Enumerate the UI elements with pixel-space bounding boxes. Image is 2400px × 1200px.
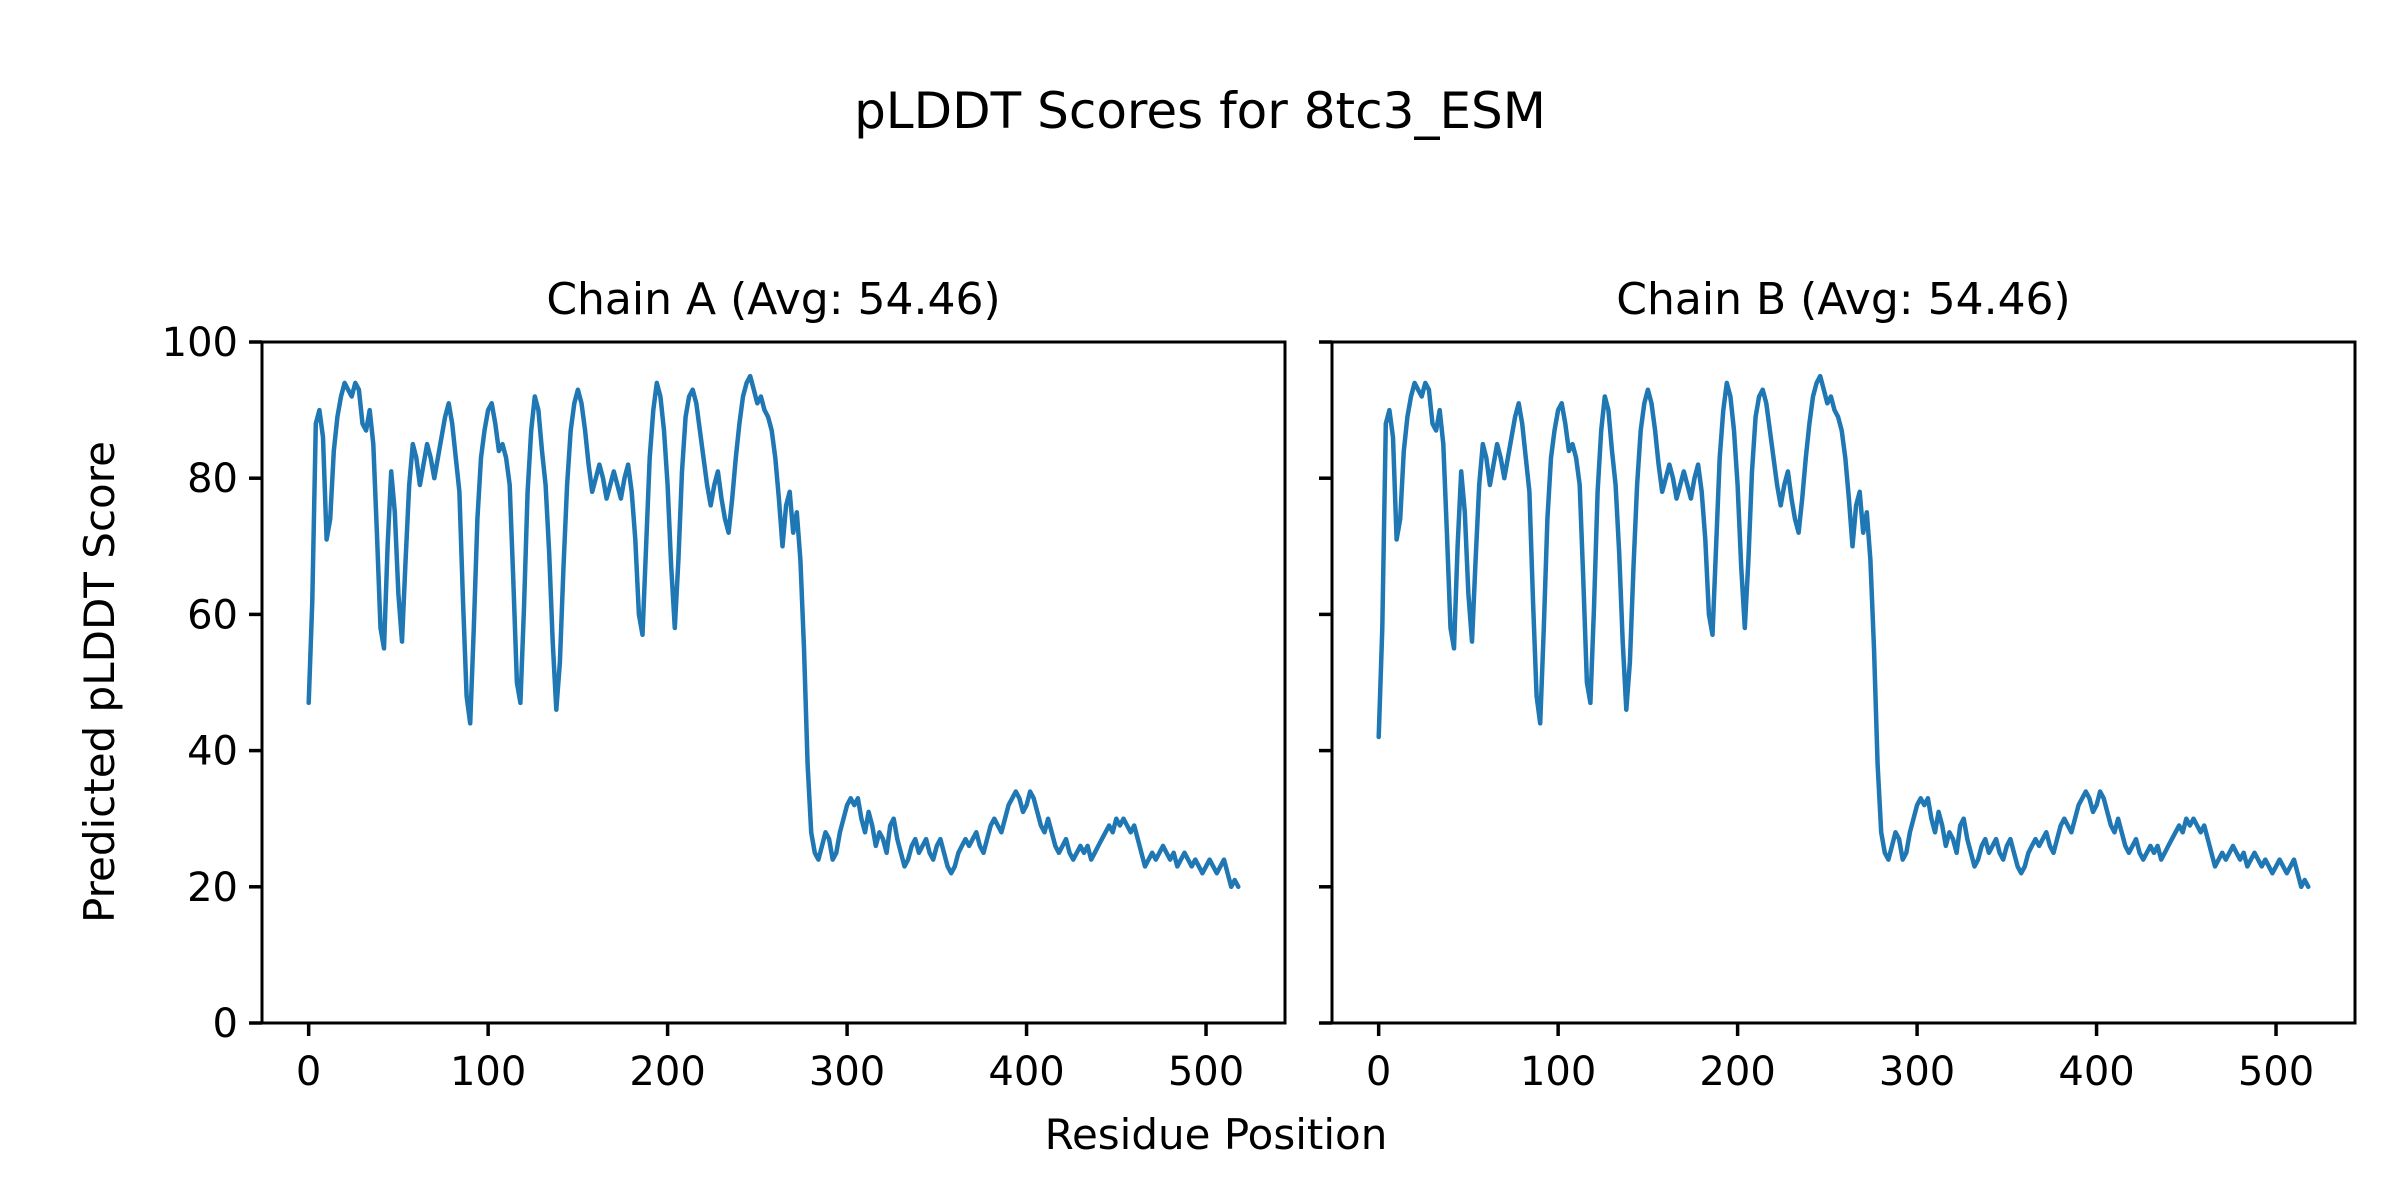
figure-title: pLDDT Scores for 8tc3_ESM — [854, 82, 1546, 140]
x-tick-label: 0 — [296, 1049, 321, 1095]
x-tick-label: 500 — [2238, 1049, 2314, 1095]
x-axis-label: Residue Position — [1044, 1110, 1388, 1159]
x-tick-label: 500 — [1168, 1049, 1244, 1095]
plddt-line-chain-b — [1376, 373, 2311, 890]
y-tick-label: 20 — [187, 865, 238, 911]
chain-a-plot-area: 0 100 200 300 400 500 0 20 40 60 80 100 — [162, 320, 1287, 1095]
x-tick-label: 100 — [450, 1049, 526, 1095]
y-tick-label: 60 — [187, 592, 238, 638]
x-tick-label: 400 — [2058, 1049, 2134, 1095]
y-tick-label: 100 — [162, 320, 238, 366]
x-tick-label: 200 — [1699, 1049, 1775, 1095]
x-tick-label: 300 — [1879, 1049, 1955, 1095]
y-tick-label: 80 — [187, 456, 238, 502]
y-tick-label: 0 — [213, 1001, 238, 1047]
x-tick-label: 200 — [629, 1049, 705, 1095]
x-tick-label: 100 — [1520, 1049, 1596, 1095]
x-tick-label: 0 — [1366, 1049, 1391, 1095]
axes-frame — [1330, 340, 2357, 1025]
x-tick-label: 400 — [988, 1049, 1064, 1095]
y-tick-label: 40 — [187, 729, 238, 775]
axes-frame — [260, 340, 1287, 1025]
x-tick-label: 300 — [809, 1049, 885, 1095]
chain-b-plot-area: 0 100 200 300 400 500 — [1319, 340, 2357, 1095]
y-axis-label: Predicted pLDDT Score — [75, 441, 124, 923]
subplot-title-chain-a: Chain A (Avg: 54.46) — [546, 274, 1001, 325]
subplot-title-chain-b: Chain B (Avg: 54.46) — [1616, 274, 2071, 325]
plddt-line-chain-a — [306, 373, 1241, 890]
